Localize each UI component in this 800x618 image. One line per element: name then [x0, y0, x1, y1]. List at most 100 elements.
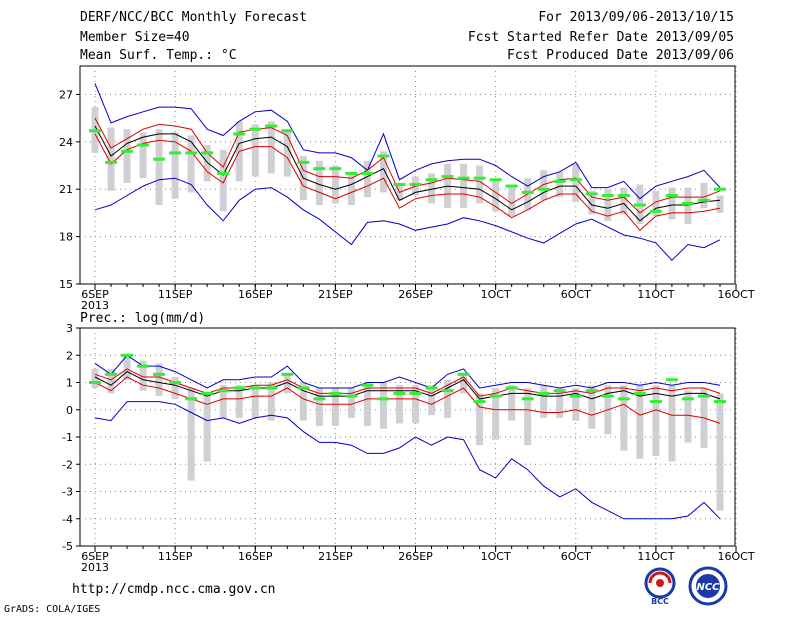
x-tick-label: 1OCT [481, 288, 511, 301]
ensemble-marker [265, 386, 278, 390]
x-tick-label: 6OCT [561, 288, 591, 301]
source-url[interactable]: http://cmdp.ncc.cma.gov.cn [72, 582, 276, 597]
ensemble-marker [297, 386, 310, 390]
series-ensemble-mean [94, 371, 721, 400]
member-range-box [588, 385, 596, 429]
ensemble-marker [313, 397, 326, 401]
ensemble-marker [633, 203, 646, 207]
y-tick-label: 27 [59, 88, 73, 101]
member-range-box [540, 385, 548, 418]
ensemble-marker [553, 179, 566, 183]
ensemble-marker [441, 175, 454, 179]
member-range-box [604, 189, 612, 221]
member-range-box [476, 165, 484, 204]
member-range-box [363, 382, 371, 427]
ensemble-marker [169, 381, 182, 384]
grads-credit: GrADS: COLA/IGES [4, 604, 101, 615]
x-tick-label: 16SEP [238, 288, 273, 301]
ensemble-marker [521, 397, 534, 401]
x-tick-label: 11OCT [637, 288, 674, 301]
member-range-box [588, 190, 596, 215]
ensemble-marker [441, 389, 454, 393]
bcc-logo: BCC [644, 567, 676, 606]
ensemble-marker [521, 190, 534, 194]
ensemble-marker [681, 201, 694, 205]
x-tick-label: 11SEP [158, 550, 193, 563]
member-range-box [379, 382, 387, 429]
ensemble-marker [153, 157, 166, 161]
forecast-start-date: Fcst Started Refer Date 2013/09/05 [467, 30, 734, 45]
ensemble-marker [681, 397, 694, 401]
member-range-box [203, 396, 211, 462]
member-range-box [251, 124, 259, 177]
ensemble-marker [105, 160, 118, 164]
x-tick-label: 11SEP [158, 288, 193, 301]
chart-title: DERF/NCC/BCC Monthly Forecast [80, 10, 307, 25]
ensemble-marker [585, 389, 598, 393]
ensemble-marker [313, 167, 326, 171]
ensemble-marker [617, 194, 630, 198]
member-range-box [620, 385, 628, 451]
ensemble-marker [377, 397, 390, 401]
ensemble-marker [714, 400, 726, 404]
member-range-box [267, 382, 275, 421]
member-range-box [428, 385, 436, 416]
member-range-box [283, 374, 291, 394]
ensemble-marker [633, 391, 646, 395]
member-range-box [363, 160, 371, 198]
member-range-box [444, 379, 452, 418]
member-range-box [187, 135, 195, 193]
y-tick-label: 3 [66, 322, 73, 335]
ensemble-marker [697, 198, 710, 202]
x-tick-label: 6SEP [81, 550, 109, 563]
ensemble-marker [233, 386, 246, 390]
member-range-box [428, 173, 436, 204]
y-tick-label: 18 [59, 231, 73, 244]
ensemble-marker [601, 194, 614, 198]
member-range-box [187, 387, 195, 481]
series-upper-spread [94, 368, 721, 397]
ensemble-marker [393, 391, 406, 395]
member-range-box [219, 149, 227, 212]
x-tick-label: 16OCT [717, 288, 754, 301]
ensemble-marker [393, 182, 406, 186]
member-range-box [203, 144, 211, 182]
y-tick-label: 1 [66, 377, 73, 390]
member-range-box [395, 385, 403, 424]
series-lower-envelope [94, 177, 721, 262]
ncc-logo-text: NCC [696, 582, 720, 593]
ensemble-marker [585, 192, 598, 196]
ensemble-marker [89, 129, 101, 133]
ensemble-marker [185, 397, 198, 401]
ensemble-marker [121, 353, 134, 357]
ensemble-marker [329, 391, 342, 395]
ensemble-marker [601, 394, 614, 398]
ensemble-marker [537, 187, 550, 191]
member-range-box [460, 374, 468, 394]
ensemble-marker [505, 184, 518, 188]
x-tick-label: 1OCT [481, 550, 511, 563]
series-lower-spread [94, 133, 721, 232]
member-range-box [139, 132, 147, 179]
member-range-box [379, 151, 387, 193]
member-range-box [235, 385, 243, 418]
ensemble-marker [409, 182, 422, 186]
member-range-box [684, 187, 692, 224]
member-range-box [123, 355, 131, 380]
ensemble-marker [249, 127, 262, 131]
series-lower-envelope [94, 401, 721, 520]
member-range-box [524, 387, 532, 446]
ensemble-marker [649, 209, 662, 213]
member-range-box [556, 171, 564, 198]
member-range-box [540, 170, 548, 201]
member-range-box [283, 129, 291, 177]
ensemble-marker [281, 372, 294, 376]
ensemble-marker [169, 151, 182, 155]
y-tick-label: 0 [66, 404, 73, 417]
ensemble-marker [665, 378, 678, 382]
member-range-box [171, 377, 179, 399]
ensemble-marker [489, 178, 502, 182]
y-tick-label: 21 [59, 183, 73, 196]
ensemble-marker [121, 149, 134, 153]
member-range-box [556, 387, 564, 418]
